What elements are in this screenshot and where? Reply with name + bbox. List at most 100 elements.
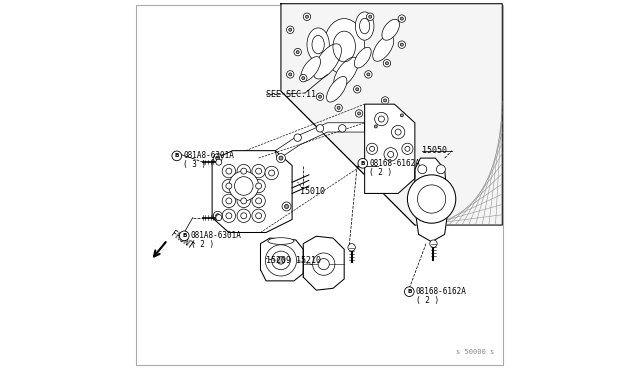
Text: ( 2 ): ( 2 ) [191, 240, 214, 249]
Circle shape [316, 125, 324, 132]
Ellipse shape [382, 19, 399, 40]
Circle shape [252, 179, 266, 193]
Ellipse shape [314, 44, 341, 79]
Text: FRONT: FRONT [170, 229, 195, 251]
Circle shape [418, 165, 427, 174]
Circle shape [222, 194, 236, 208]
Ellipse shape [355, 12, 374, 40]
Text: ( 3 ): ( 3 ) [184, 160, 207, 169]
Circle shape [398, 112, 406, 119]
Circle shape [300, 74, 307, 82]
Circle shape [381, 97, 389, 104]
Circle shape [237, 194, 250, 208]
Circle shape [348, 244, 355, 251]
Circle shape [367, 13, 374, 20]
Circle shape [294, 48, 301, 56]
Polygon shape [275, 123, 365, 160]
Circle shape [385, 62, 388, 65]
Circle shape [222, 164, 236, 178]
Circle shape [318, 259, 330, 270]
Circle shape [378, 116, 385, 122]
Ellipse shape [307, 28, 330, 61]
Circle shape [417, 185, 445, 213]
Circle shape [401, 17, 403, 20]
Circle shape [216, 214, 220, 218]
Text: B: B [407, 289, 412, 294]
Circle shape [241, 168, 246, 174]
Circle shape [369, 15, 372, 18]
Circle shape [234, 177, 253, 195]
Circle shape [390, 132, 398, 140]
Circle shape [316, 93, 324, 100]
Circle shape [222, 209, 236, 222]
Text: s 50000 s: s 50000 s [456, 349, 494, 355]
Ellipse shape [372, 35, 394, 61]
Circle shape [436, 165, 445, 174]
Circle shape [392, 125, 405, 139]
Text: B: B [360, 161, 365, 166]
Circle shape [384, 148, 397, 161]
Circle shape [369, 146, 374, 151]
Text: 081A8-6301A: 081A8-6301A [191, 231, 242, 240]
Circle shape [241, 198, 246, 204]
Circle shape [237, 179, 250, 193]
Circle shape [367, 73, 370, 76]
Ellipse shape [301, 57, 321, 81]
Text: ( 2 ): ( 2 ) [369, 168, 392, 177]
Text: 08168-6162A: 08168-6162A [369, 159, 420, 168]
Circle shape [337, 106, 340, 109]
Text: SEE SEC.11: SEE SEC.11 [266, 90, 316, 99]
Circle shape [395, 129, 401, 135]
Circle shape [237, 164, 250, 178]
Circle shape [287, 26, 294, 33]
Circle shape [393, 134, 396, 137]
Circle shape [383, 60, 390, 67]
Circle shape [241, 183, 246, 189]
Text: B: B [175, 153, 179, 158]
Circle shape [353, 86, 361, 93]
Circle shape [358, 158, 367, 168]
Circle shape [252, 164, 266, 178]
Text: 08168-6162A: 08168-6162A [416, 287, 467, 296]
Circle shape [358, 112, 360, 115]
Circle shape [226, 198, 232, 204]
Polygon shape [365, 104, 415, 193]
Circle shape [222, 179, 236, 193]
Circle shape [216, 156, 220, 160]
Circle shape [255, 168, 262, 174]
Circle shape [398, 15, 406, 22]
Circle shape [289, 28, 292, 31]
Circle shape [303, 13, 310, 20]
Circle shape [279, 156, 283, 160]
Polygon shape [281, 4, 502, 225]
Circle shape [255, 198, 262, 204]
Ellipse shape [268, 238, 294, 244]
Circle shape [372, 123, 380, 130]
Circle shape [252, 209, 266, 222]
Circle shape [305, 15, 308, 18]
Circle shape [179, 231, 189, 241]
Circle shape [226, 213, 232, 219]
Circle shape [237, 209, 250, 222]
Circle shape [404, 287, 414, 296]
Circle shape [276, 154, 285, 163]
Polygon shape [260, 238, 303, 281]
Text: 15010: 15010 [300, 187, 324, 196]
Circle shape [287, 71, 294, 78]
Circle shape [255, 213, 262, 219]
Polygon shape [212, 151, 292, 232]
Circle shape [255, 183, 262, 189]
Circle shape [319, 95, 321, 98]
Text: 15050: 15050 [422, 146, 447, 155]
Circle shape [296, 51, 299, 54]
Polygon shape [415, 158, 449, 242]
Circle shape [294, 134, 301, 141]
Ellipse shape [326, 77, 347, 102]
Circle shape [356, 88, 358, 91]
Polygon shape [303, 236, 344, 290]
Circle shape [213, 154, 222, 163]
Circle shape [277, 257, 285, 264]
Circle shape [335, 104, 342, 112]
Circle shape [172, 151, 182, 161]
Ellipse shape [324, 19, 365, 74]
